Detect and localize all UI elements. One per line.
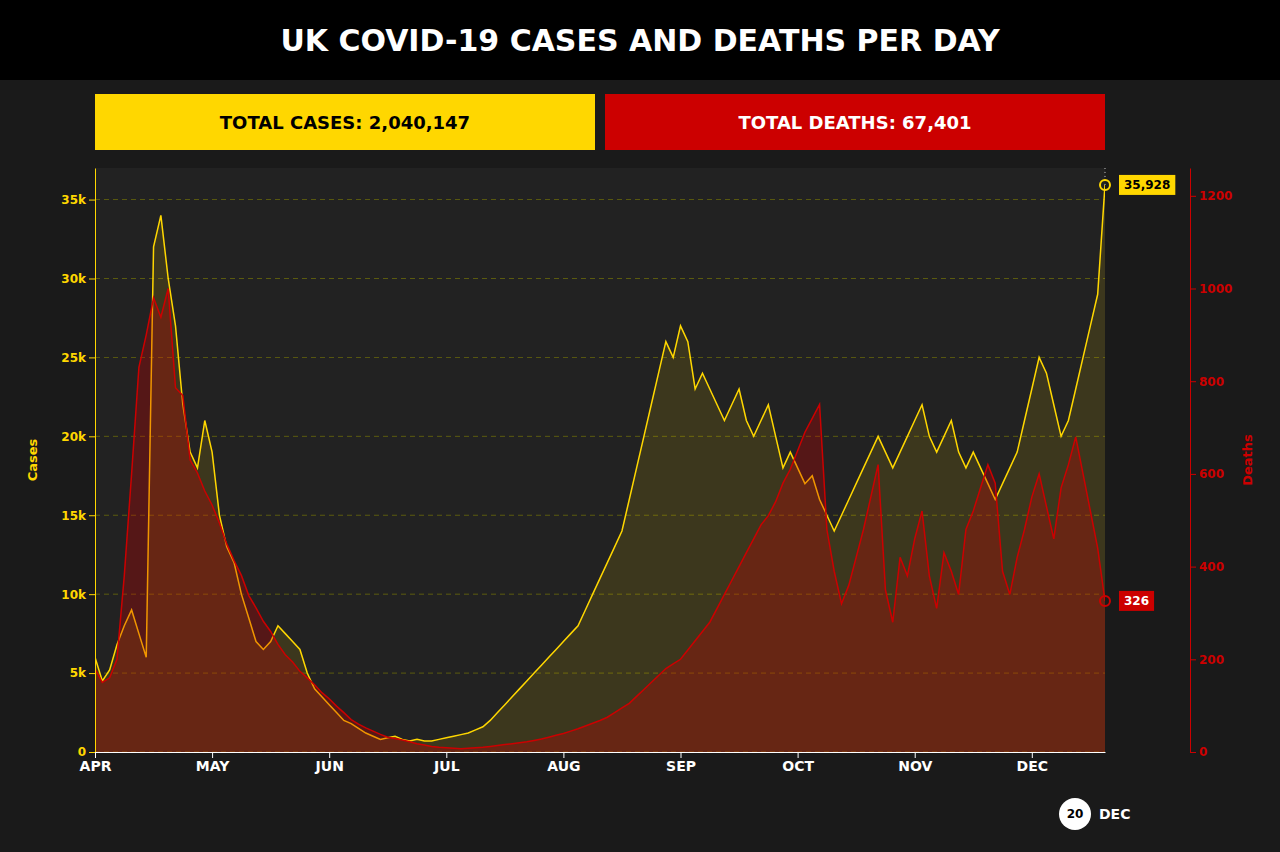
tick-mark: [1190, 567, 1196, 568]
tick-mark: [1190, 659, 1196, 660]
tick-mark: [89, 594, 95, 595]
tick-mark: [1190, 474, 1196, 475]
tick-label: DEC: [1017, 758, 1048, 774]
tick-label: APR: [80, 758, 112, 774]
axis-line: [1190, 169, 1191, 753]
axis-line: [95, 169, 96, 753]
tick-mark: [1190, 196, 1196, 197]
date-badge-circle: [1059, 798, 1091, 830]
tick-label: 10k: [61, 588, 87, 602]
tick-mark: [1190, 289, 1196, 290]
tick: 10k: [61, 588, 95, 602]
tick-label: JUL: [433, 758, 460, 774]
tick: APR: [80, 752, 112, 774]
y-axis-title: Cases: [25, 438, 40, 481]
chart: UK COVID-19 CASES AND DEATHS PER DAY 0 5k 1…: [0, 0, 1280, 852]
axis-line: [96, 752, 1106, 753]
tick-label: 1200: [1199, 189, 1232, 203]
title: UK COVID-19 CASES AND DEATHS PER DAY: [280, 23, 1000, 58]
tick-label: 15k: [61, 509, 87, 523]
tick-mark: [1190, 381, 1196, 382]
tick: 15k: [61, 509, 95, 523]
tick: 0: [1190, 745, 1207, 759]
y2-axis-title: Deaths: [1240, 434, 1255, 486]
tick: AUG: [547, 752, 580, 774]
tick-label: AUG: [547, 758, 580, 774]
tick: JUL: [433, 752, 460, 774]
x-axis: APR MAY JUN JUL AUG SEP OCT NOV DEC: [80, 752, 1106, 774]
grid-line: [95, 357, 1105, 358]
background: [0, 0, 1280, 852]
end-label: 35,928: [1119, 175, 1175, 195]
tick-mark: [1190, 752, 1196, 753]
tick-label: 0: [1199, 745, 1207, 759]
area: [95, 289, 1105, 752]
end-label-box: [1119, 591, 1154, 611]
tick: 30k: [61, 272, 95, 286]
info-box-label: TOTAL CASES: 2,040,147: [220, 112, 470, 133]
tick-mark: [89, 357, 95, 358]
tick-label: JUN: [315, 758, 344, 774]
tick-label: NOV: [898, 758, 932, 774]
tick: 1000: [1190, 282, 1232, 296]
tick-label: 30k: [61, 272, 87, 286]
tick-label: 35k: [61, 193, 87, 207]
tick: 200: [1190, 653, 1224, 667]
marks: [95, 185, 1105, 752]
tick: 20k: [61, 430, 95, 444]
area: [95, 185, 1105, 752]
tick: 600: [1190, 467, 1224, 481]
tick: OCT: [782, 752, 814, 774]
line: [95, 289, 1105, 749]
tick-mark: [89, 200, 95, 201]
tick-mark: [89, 436, 95, 437]
tick: 1200: [1190, 189, 1232, 203]
grid-line: [95, 278, 1105, 279]
y-axis: 05k10k15k20k25k30k35k: [61, 169, 95, 760]
tick: 35k: [61, 193, 95, 207]
tick: SEP: [666, 752, 696, 774]
info-box-label: TOTAL DEATHS: 67,401: [738, 112, 971, 133]
tick-label: 20k: [61, 430, 87, 444]
tick-label: 800: [1199, 375, 1224, 389]
tick: 25k: [61, 351, 95, 365]
tick-mark: [89, 673, 95, 674]
tick: 400: [1190, 560, 1224, 574]
title-band: [0, 0, 1280, 80]
tick-mark: [89, 278, 95, 279]
end-marker: [1100, 180, 1110, 190]
tick-label: MAY: [196, 758, 230, 774]
date-badge: 20 DEC: [1059, 798, 1130, 830]
tick-mark: [89, 752, 95, 753]
tick-label: 600: [1199, 467, 1224, 481]
plot-area: [95, 168, 1105, 752]
grid-line: [95, 199, 1105, 200]
info-box: [95, 94, 595, 150]
end-marker: [1100, 596, 1110, 606]
end-label: 326: [1119, 591, 1154, 611]
tick: DEC: [1017, 752, 1048, 774]
tick-label: 1000: [1199, 282, 1232, 296]
date-badge-text: 20: [1067, 807, 1084, 821]
end-label-text: 35,928: [1124, 178, 1170, 192]
tick: 800: [1190, 375, 1224, 389]
tick-label: 25k: [61, 351, 87, 365]
tick-label: SEP: [666, 758, 696, 774]
tick: NOV: [898, 752, 932, 774]
tick-mark: [89, 515, 95, 516]
y2-axis: 0 200 400 600 800 1000 1200: [1190, 169, 1232, 760]
date-badge-label: DEC: [1099, 806, 1130, 822]
tick-label: 200: [1199, 653, 1224, 667]
tick: MAY: [196, 752, 230, 774]
tick-label: 5k: [70, 666, 87, 680]
end-label-text: 326: [1124, 594, 1149, 608]
tick: 5k: [70, 666, 95, 680]
tick-label: OCT: [782, 758, 814, 774]
end-label-box: [1119, 175, 1175, 195]
tick-label: 400: [1199, 560, 1224, 574]
tick: JUN: [315, 752, 344, 774]
info-box: [605, 94, 1105, 150]
end-guide: [1105, 168, 1106, 185]
